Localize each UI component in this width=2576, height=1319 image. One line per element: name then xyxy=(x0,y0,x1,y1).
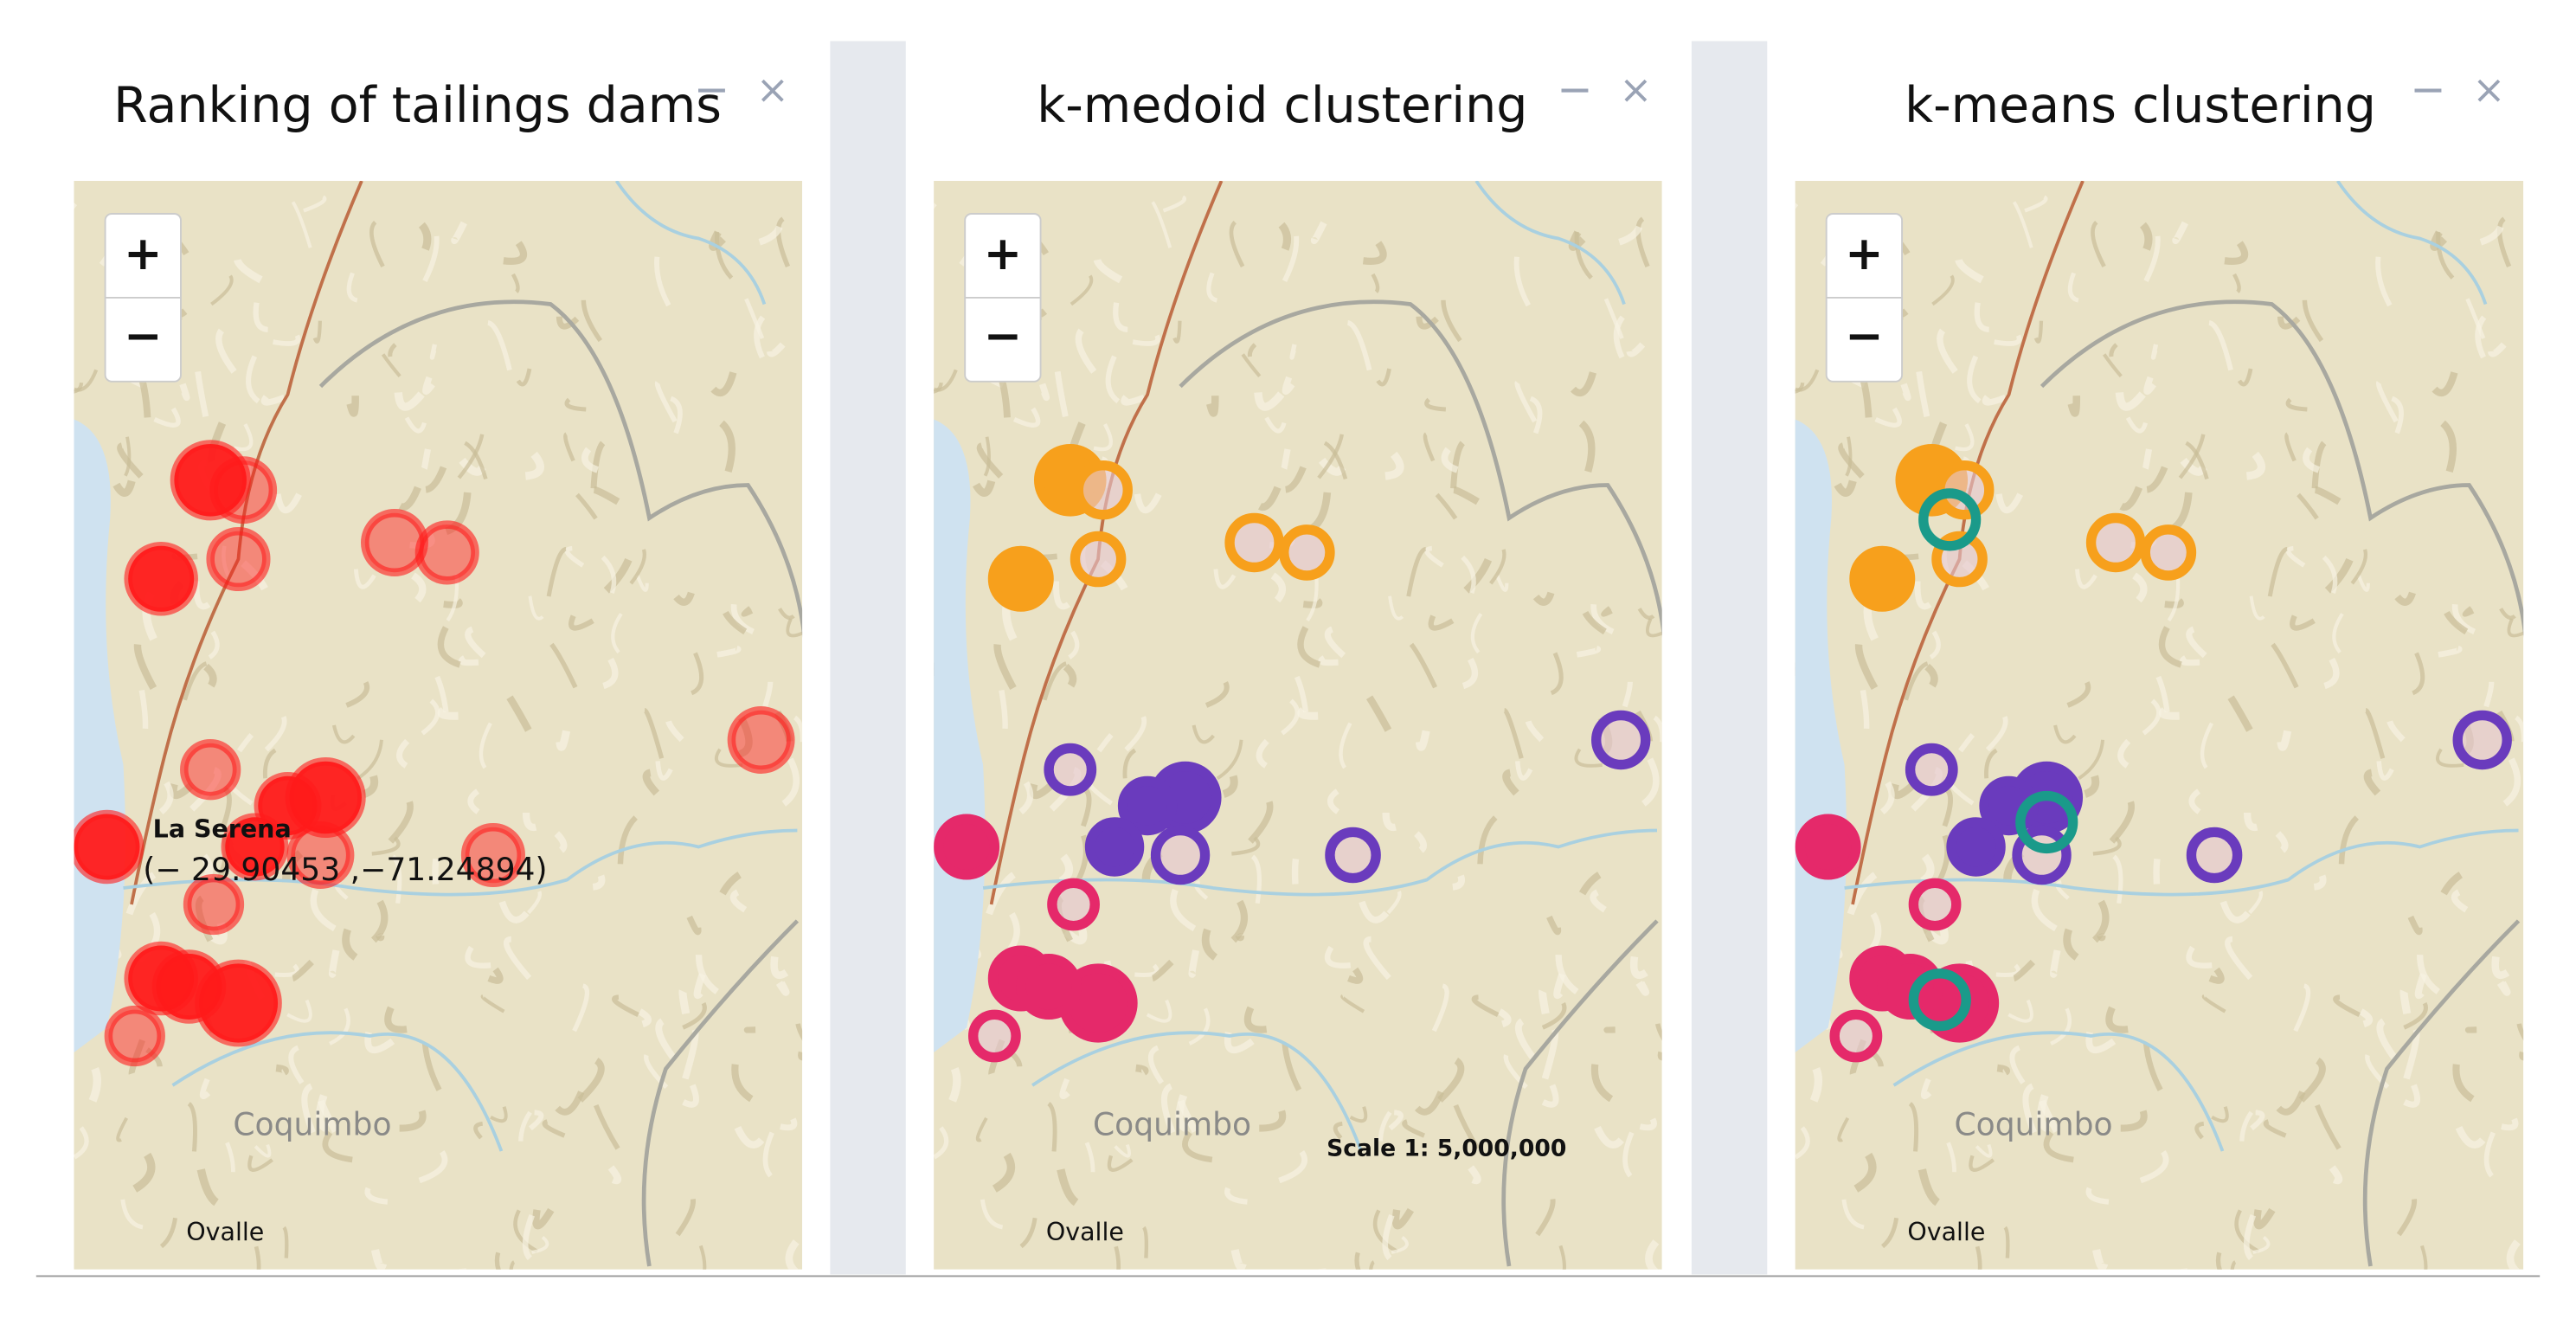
place-label: Coquimbo xyxy=(1093,1106,1251,1142)
dam-marker[interactable] xyxy=(1156,831,1205,880)
terrain xyxy=(2404,991,2407,1013)
terrain xyxy=(183,384,187,398)
panel-title: k-medoid clustering xyxy=(1037,77,1527,134)
terrain xyxy=(432,344,434,357)
terrain xyxy=(1295,859,1296,884)
divider xyxy=(1692,42,1767,1275)
dam-marker[interactable] xyxy=(1075,536,1121,582)
minimize-button[interactable]: − xyxy=(694,64,729,114)
panel-title: Ranking of tailings dams xyxy=(113,77,722,134)
zoom-in-button[interactable]: + xyxy=(984,227,1023,280)
dam-marker[interactable] xyxy=(1834,1014,1877,1057)
terrain xyxy=(1192,950,1197,975)
dam-marker[interactable] xyxy=(419,524,475,581)
dam-marker[interactable] xyxy=(108,1010,161,1063)
terrain xyxy=(2145,449,2149,468)
close-button[interactable]: × xyxy=(1619,67,1652,113)
terrain xyxy=(332,950,337,975)
terrain xyxy=(953,1069,957,1101)
dam-marker[interactable] xyxy=(1230,518,1279,568)
dam-marker[interactable] xyxy=(1090,822,1140,872)
place-label: Coquimbo xyxy=(233,1106,391,1142)
terrain xyxy=(1292,344,1294,357)
dam-marker[interactable] xyxy=(2091,518,2141,568)
divider xyxy=(830,42,905,1275)
dam-marker[interactable] xyxy=(1330,832,1376,878)
terrain xyxy=(2147,377,2154,391)
dam-marker[interactable] xyxy=(1049,749,1091,791)
terrain xyxy=(1043,384,1047,398)
minimize-button[interactable]: − xyxy=(2410,64,2445,114)
coordinate-label: (− 29.90453 ,−71.24894) xyxy=(143,852,547,888)
dam-marker[interactable] xyxy=(1596,716,1646,765)
terrain xyxy=(779,983,786,993)
dam-marker[interactable] xyxy=(210,531,267,588)
dam-marker[interactable] xyxy=(1951,822,2001,872)
place-label: Ovalle xyxy=(186,1218,264,1246)
terrain xyxy=(683,991,686,1013)
dam-marker[interactable] xyxy=(365,513,424,572)
panel: k-medoid clustering−×CoquimboOvalleScale… xyxy=(923,64,1676,1309)
dam-marker[interactable] xyxy=(74,814,139,880)
terrain xyxy=(1639,983,1646,993)
dam-marker[interactable] xyxy=(1284,530,1330,576)
panel-title: k-means clustering xyxy=(1905,77,2376,134)
dam-marker[interactable] xyxy=(2191,832,2237,878)
minimize-button[interactable]: − xyxy=(1557,64,1592,114)
terrain xyxy=(93,1069,97,1101)
dam-marker[interactable] xyxy=(1021,959,1077,1015)
terrain xyxy=(1285,377,1292,391)
zoom-out-button[interactable]: − xyxy=(1845,309,1884,363)
close-button[interactable]: × xyxy=(756,67,789,113)
dam-marker[interactable] xyxy=(214,460,273,519)
terrain xyxy=(276,1068,286,1072)
zoom-out-button[interactable]: − xyxy=(124,309,163,363)
terrain xyxy=(2153,344,2155,357)
zoom-in-button[interactable]: + xyxy=(124,227,163,280)
dam-marker[interactable] xyxy=(1078,466,1127,515)
place-label: Ovalle xyxy=(1907,1218,1985,1246)
dam-marker[interactable] xyxy=(973,1014,1016,1057)
terrain xyxy=(1814,1069,1818,1101)
dam-marker[interactable] xyxy=(1913,883,1956,925)
dam-marker[interactable] xyxy=(1800,819,1856,875)
terrain xyxy=(424,449,427,468)
terrain xyxy=(426,377,433,391)
terrain xyxy=(1284,449,1288,468)
dam-marker[interactable] xyxy=(156,954,222,1020)
dam-marker[interactable] xyxy=(992,551,1049,608)
place-label: La Serena xyxy=(153,814,292,843)
terrain xyxy=(1997,1068,2007,1072)
place-label: Coquimbo xyxy=(1954,1106,2112,1142)
terrain xyxy=(2156,859,2157,884)
place-label: Ovalle xyxy=(1046,1218,1124,1246)
close-button[interactable]: × xyxy=(2472,67,2505,113)
dam-marker[interactable] xyxy=(731,711,790,769)
terrain xyxy=(1904,384,1908,398)
scale-label: Scale 1: 5,000,000 xyxy=(1327,1136,1566,1162)
dam-marker[interactable] xyxy=(2457,716,2507,765)
dam-marker[interactable] xyxy=(2145,530,2191,576)
terrain xyxy=(2053,950,2058,975)
dam-marker[interactable] xyxy=(184,743,237,796)
dam-marker[interactable] xyxy=(1911,749,1953,791)
dam-marker[interactable] xyxy=(128,546,194,612)
terrain xyxy=(1136,1068,1146,1072)
zoom-in-button[interactable]: + xyxy=(1845,227,1884,280)
dam-marker[interactable] xyxy=(1052,883,1095,925)
dam-marker[interactable] xyxy=(1854,551,1911,608)
panel: Ranking of tailings dams−×La Serena(− 29… xyxy=(63,64,816,1309)
dam-marker[interactable] xyxy=(939,819,995,875)
terrain xyxy=(1543,991,1546,1013)
zoom-out-button[interactable]: − xyxy=(984,309,1023,363)
terrain xyxy=(2501,983,2508,993)
